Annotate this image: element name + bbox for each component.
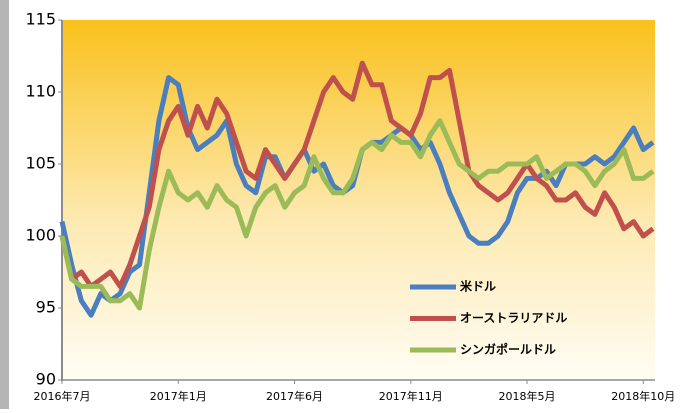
y-tick-label: 110 bbox=[25, 82, 56, 101]
x-tick-label: 2016年7月 bbox=[34, 389, 91, 403]
series-line bbox=[59, 118, 655, 311]
x-tick-label: 2017年6月 bbox=[266, 389, 323, 403]
y-tick-label: 115 bbox=[25, 10, 56, 29]
legend-label: 米ドル bbox=[460, 279, 496, 294]
x-tick-label: 2017年11月 bbox=[379, 389, 443, 403]
y-tick-label: 90 bbox=[36, 370, 56, 389]
legend-label: オーストラリアドル bbox=[460, 311, 567, 325]
series-line bbox=[59, 60, 655, 289]
x-tick-label: 2018年10月 bbox=[611, 389, 675, 403]
y-tick-label: 100 bbox=[25, 226, 56, 245]
y-tick-label: 95 bbox=[36, 298, 56, 317]
y-tick-label: 105 bbox=[25, 154, 56, 173]
x-tick-label: 2018年5月 bbox=[499, 389, 556, 403]
side-bar bbox=[0, 0, 9, 409]
x-tick-label: 2017年1月 bbox=[150, 389, 207, 403]
legend-label: シンガポールドル bbox=[460, 342, 556, 357]
